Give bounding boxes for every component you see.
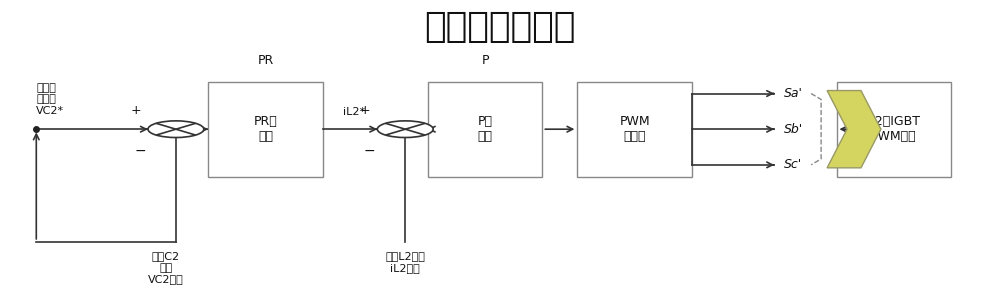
Bar [428,82,542,177]
Circle shape [148,121,204,137]
Text: +: + [131,104,141,117]
Text: −: − [364,144,375,158]
Text: Sc': Sc' [784,158,802,171]
Text: PWM
发生器: PWM 发生器 [619,115,650,143]
Circle shape [377,121,433,137]
Text: 12个IGBT
PWM驱动: 12个IGBT PWM驱动 [867,115,920,143]
Text: 电感L2电流
iL2检测: 电感L2电流 iL2检测 [385,251,425,273]
Bar [208,82,323,177]
Text: −: − [134,144,146,158]
Text: +: + [360,104,371,117]
Text: 逆变器控制装置: 逆变器控制装置 [424,10,576,44]
Text: 电容C2
电压
VC2检测: 电容C2 电压 VC2检测 [148,251,184,284]
Polygon shape [827,91,881,168]
Text: PR控
制器: PR控 制器 [254,115,278,143]
Text: iL2*: iL2* [343,107,365,117]
Bar [837,82,951,177]
Text: P控
制器: P控 制器 [478,115,493,143]
Bar [577,82,692,177]
Text: PR: PR [258,54,274,67]
Text: Sb': Sb' [784,123,803,136]
Text: P: P [481,54,489,67]
Text: 调制信
号电压
VC2*: 调制信 号电压 VC2* [36,83,64,116]
Text: Sa': Sa' [784,87,803,100]
